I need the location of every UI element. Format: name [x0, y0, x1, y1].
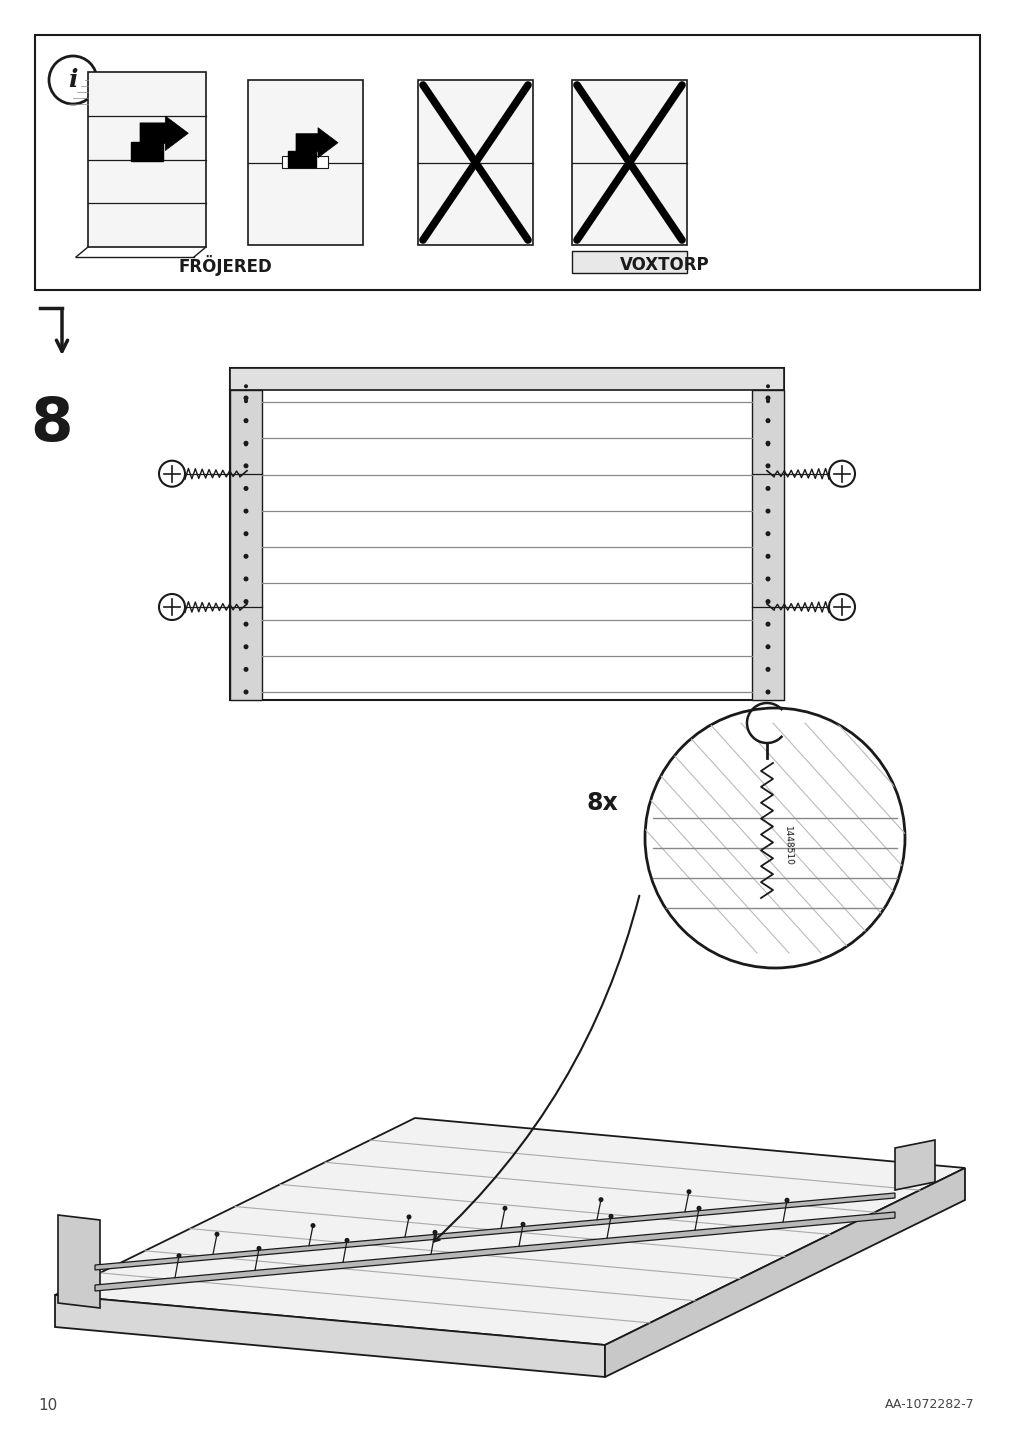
- Text: 8x: 8x: [586, 790, 618, 815]
- Circle shape: [764, 418, 769, 422]
- Circle shape: [244, 621, 249, 627]
- Circle shape: [310, 1223, 315, 1229]
- Circle shape: [244, 420, 248, 422]
- Circle shape: [432, 1230, 437, 1234]
- Circle shape: [765, 400, 769, 404]
- Bar: [35, 34, 979, 291]
- Bar: [282, 156, 329, 168]
- Polygon shape: [58, 1214, 100, 1307]
- Circle shape: [244, 464, 249, 468]
- Bar: [571, 80, 686, 245]
- Text: VOXTORP: VOXTORP: [619, 256, 709, 274]
- Circle shape: [244, 441, 249, 445]
- Bar: [248, 80, 363, 245]
- Polygon shape: [55, 1295, 605, 1378]
- Circle shape: [244, 418, 249, 422]
- Circle shape: [406, 1214, 411, 1220]
- Circle shape: [244, 554, 249, 558]
- Circle shape: [244, 599, 249, 604]
- Bar: [751, 390, 784, 700]
- Circle shape: [764, 485, 769, 491]
- Circle shape: [598, 1197, 603, 1201]
- Text: 10: 10: [38, 1398, 58, 1412]
- Bar: [229, 368, 784, 390]
- Circle shape: [244, 577, 249, 581]
- Circle shape: [828, 461, 854, 487]
- Circle shape: [764, 667, 769, 672]
- Circle shape: [784, 1197, 789, 1203]
- Bar: [229, 368, 784, 700]
- Polygon shape: [95, 1193, 894, 1270]
- Circle shape: [764, 621, 769, 627]
- Bar: [88, 72, 206, 246]
- Circle shape: [244, 508, 249, 514]
- Circle shape: [256, 1246, 261, 1252]
- Circle shape: [765, 384, 769, 388]
- Polygon shape: [894, 1140, 934, 1190]
- Circle shape: [764, 531, 769, 536]
- Circle shape: [344, 1237, 349, 1243]
- Circle shape: [685, 1189, 691, 1194]
- Circle shape: [244, 485, 249, 491]
- Circle shape: [764, 577, 769, 581]
- Circle shape: [764, 689, 769, 695]
- Circle shape: [244, 667, 249, 672]
- Circle shape: [644, 707, 904, 968]
- Text: FRÖJERED: FRÖJERED: [179, 255, 272, 275]
- Circle shape: [49, 56, 97, 105]
- Circle shape: [644, 707, 904, 968]
- Bar: [418, 80, 533, 245]
- Circle shape: [244, 689, 249, 695]
- Circle shape: [765, 442, 769, 447]
- Polygon shape: [140, 116, 188, 150]
- Polygon shape: [95, 1211, 894, 1292]
- Bar: [571, 251, 686, 274]
- Circle shape: [764, 441, 769, 445]
- Circle shape: [214, 1232, 219, 1237]
- Circle shape: [244, 395, 249, 401]
- Circle shape: [159, 461, 185, 487]
- Circle shape: [244, 531, 249, 536]
- Bar: [130, 142, 163, 160]
- Text: AA-1072282-7: AA-1072282-7: [885, 1399, 974, 1412]
- Text: 1448510: 1448510: [783, 826, 793, 866]
- Circle shape: [502, 1206, 507, 1211]
- Bar: [288, 150, 315, 166]
- Circle shape: [765, 420, 769, 422]
- Circle shape: [764, 554, 769, 558]
- Circle shape: [176, 1253, 181, 1259]
- Circle shape: [520, 1221, 525, 1227]
- Circle shape: [244, 644, 249, 649]
- Circle shape: [828, 594, 854, 620]
- Circle shape: [244, 400, 248, 404]
- Text: 8: 8: [30, 395, 73, 454]
- Circle shape: [244, 442, 248, 447]
- Text: i: i: [68, 67, 78, 92]
- Polygon shape: [55, 1118, 964, 1345]
- Polygon shape: [605, 1169, 964, 1378]
- Circle shape: [608, 1214, 613, 1219]
- Circle shape: [764, 508, 769, 514]
- Bar: [229, 390, 262, 700]
- Circle shape: [764, 644, 769, 649]
- Polygon shape: [295, 127, 338, 158]
- Circle shape: [764, 599, 769, 604]
- Circle shape: [159, 594, 185, 620]
- Circle shape: [764, 395, 769, 401]
- Circle shape: [696, 1206, 701, 1210]
- Circle shape: [244, 384, 248, 388]
- Circle shape: [764, 464, 769, 468]
